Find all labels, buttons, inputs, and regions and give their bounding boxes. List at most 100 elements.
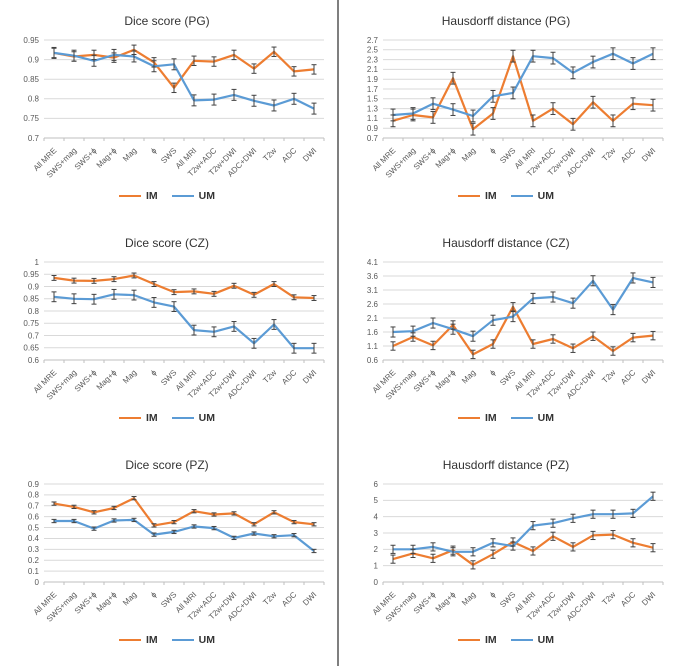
- chart-legend: IM UM: [339, 190, 673, 202]
- im-line-swatch: [457, 416, 480, 420]
- um-line-swatch: [171, 416, 194, 420]
- svg-text:ADC: ADC: [619, 590, 637, 608]
- svg-text:Mag+ɸ: Mag+ɸ: [95, 368, 119, 392]
- svg-text:0.5: 0.5: [28, 523, 40, 532]
- svg-text:Mag: Mag: [121, 368, 138, 385]
- svg-text:ADC: ADC: [280, 590, 298, 608]
- svg-text:4: 4: [374, 512, 379, 521]
- svg-text:SWS+ɸ: SWS+ɸ: [73, 146, 99, 172]
- svg-text:ADC: ADC: [280, 146, 298, 164]
- chart-title: Dice score (PG): [124, 14, 210, 28]
- legend-label-um: UM: [198, 634, 215, 646]
- chart-title: Hausdorff distance (CZ): [442, 236, 570, 250]
- svg-text:DWI: DWI: [640, 590, 657, 607]
- legend-item-um: UM: [171, 634, 215, 646]
- svg-text:Mag: Mag: [121, 590, 138, 607]
- svg-text:1: 1: [35, 258, 40, 267]
- svg-text:0.7: 0.7: [28, 331, 40, 340]
- svg-text:Mag+ɸ: Mag+ɸ: [434, 590, 458, 614]
- svg-text:1.3: 1.3: [367, 104, 379, 113]
- svg-text:0.95: 0.95: [23, 36, 39, 45]
- svg-text:ADC: ADC: [619, 368, 637, 386]
- legend-item-im: IM: [118, 412, 158, 424]
- chart-legend: IM UM: [0, 634, 334, 646]
- svg-text:0: 0: [374, 578, 379, 587]
- chart-cell-hausdorff-pz: Hausdorff distance (PZ) 6 5 4 3 2 1 0 All MRE SW…: [339, 444, 673, 666]
- svg-text:1.1: 1.1: [367, 342, 379, 351]
- svg-text:Mag: Mag: [460, 590, 477, 607]
- svg-text:0.8: 0.8: [28, 95, 40, 104]
- svg-text:1.9: 1.9: [367, 75, 379, 84]
- svg-text:DWI: DWI: [640, 146, 657, 163]
- legend-item-um: UM: [171, 190, 215, 202]
- svg-text:2.1: 2.1: [367, 314, 379, 323]
- chart-title: Hausdorff distance (PG): [441, 14, 571, 28]
- svg-text:0.4: 0.4: [28, 534, 40, 543]
- legend-label-im: IM: [145, 412, 158, 424]
- chart-legend: IM UM: [339, 412, 673, 424]
- svg-text:0.2: 0.2: [28, 556, 40, 565]
- svg-text:2.6: 2.6: [367, 300, 379, 309]
- svg-text:ɸ: ɸ: [488, 590, 498, 600]
- svg-text:3: 3: [374, 529, 379, 538]
- svg-text:Mag: Mag: [460, 146, 477, 163]
- svg-text:DWI: DWI: [640, 368, 657, 385]
- svg-text:0.85: 0.85: [23, 295, 39, 304]
- svg-text:1: 1: [374, 561, 379, 570]
- svg-text:1.6: 1.6: [367, 328, 379, 337]
- svg-text:0.7: 0.7: [28, 502, 40, 511]
- chart-cell-dice-pg: Dice score (PG) 0.95 0.9 0.85 0.8 0.75 0.7 All…: [0, 0, 334, 222]
- legend-item-im: IM: [118, 190, 158, 202]
- svg-text:T2w: T2w: [600, 146, 617, 163]
- chart-title: Dice score (PZ): [125, 458, 209, 472]
- svg-text:0: 0: [35, 578, 40, 587]
- svg-text:SWS+ɸ: SWS+ɸ: [412, 146, 438, 172]
- legend-item-im: IM: [457, 412, 497, 424]
- svg-text:0.9: 0.9: [28, 282, 40, 291]
- chart-cell-hausdorff-pg: Hausdorff distance (PG) 2.7 2.5 2.3 2.1 1.9 1…: [339, 0, 673, 222]
- svg-text:ADC: ADC: [619, 146, 637, 164]
- svg-text:1.7: 1.7: [367, 85, 379, 94]
- legend-item-um: UM: [510, 634, 554, 646]
- chart-cell-dice-pz: Dice score (PZ) 0.9 0.8 0.7 0.6 0.5 0.4 0.3 0.2…: [0, 444, 334, 666]
- svg-text:Mag: Mag: [121, 146, 138, 163]
- legend-item-um: UM: [510, 190, 554, 202]
- svg-text:5: 5: [374, 496, 379, 505]
- um-line-swatch: [510, 194, 533, 198]
- svg-text:2.5: 2.5: [367, 46, 379, 55]
- svg-text:2.3: 2.3: [367, 55, 379, 64]
- svg-text:0.6: 0.6: [367, 356, 379, 365]
- svg-text:ɸ: ɸ: [149, 146, 159, 156]
- im-line-swatch: [118, 638, 141, 642]
- legend-label-um: UM: [537, 634, 554, 646]
- svg-text:SWS+ɸ: SWS+ɸ: [412, 368, 438, 394]
- um-line-swatch: [171, 194, 194, 198]
- legend-item-im: IM: [457, 634, 497, 646]
- legend-label-im: IM: [484, 190, 497, 202]
- svg-text:3.6: 3.6: [367, 272, 379, 281]
- svg-text:Mag+ɸ: Mag+ɸ: [95, 590, 119, 614]
- svg-text:0.75: 0.75: [23, 319, 39, 328]
- legend-label-im: IM: [145, 634, 158, 646]
- svg-text:0.6: 0.6: [28, 356, 40, 365]
- svg-text:0.75: 0.75: [23, 114, 39, 123]
- svg-text:6: 6: [374, 480, 379, 489]
- svg-text:SWS+ɸ: SWS+ɸ: [73, 368, 99, 394]
- legend-label-um: UM: [198, 412, 215, 424]
- legend-label-im: IM: [145, 190, 158, 202]
- svg-text:DWI: DWI: [301, 146, 318, 163]
- svg-text:T2w: T2w: [600, 590, 617, 607]
- legend-label-im: IM: [484, 634, 497, 646]
- um-line-swatch: [510, 638, 533, 642]
- legend-item-im: IM: [118, 634, 158, 646]
- chart-cell-hausdorff-cz: Hausdorff distance (CZ) 4.1 3.6 3.1 2.6 2.1 1…: [339, 222, 673, 444]
- svg-text:T2w: T2w: [261, 590, 278, 607]
- svg-text:0.7: 0.7: [367, 134, 379, 143]
- svg-text:0.9: 0.9: [28, 55, 40, 64]
- svg-text:DWI: DWI: [301, 590, 318, 607]
- svg-text:1.5: 1.5: [367, 95, 379, 104]
- svg-text:2.7: 2.7: [367, 36, 379, 45]
